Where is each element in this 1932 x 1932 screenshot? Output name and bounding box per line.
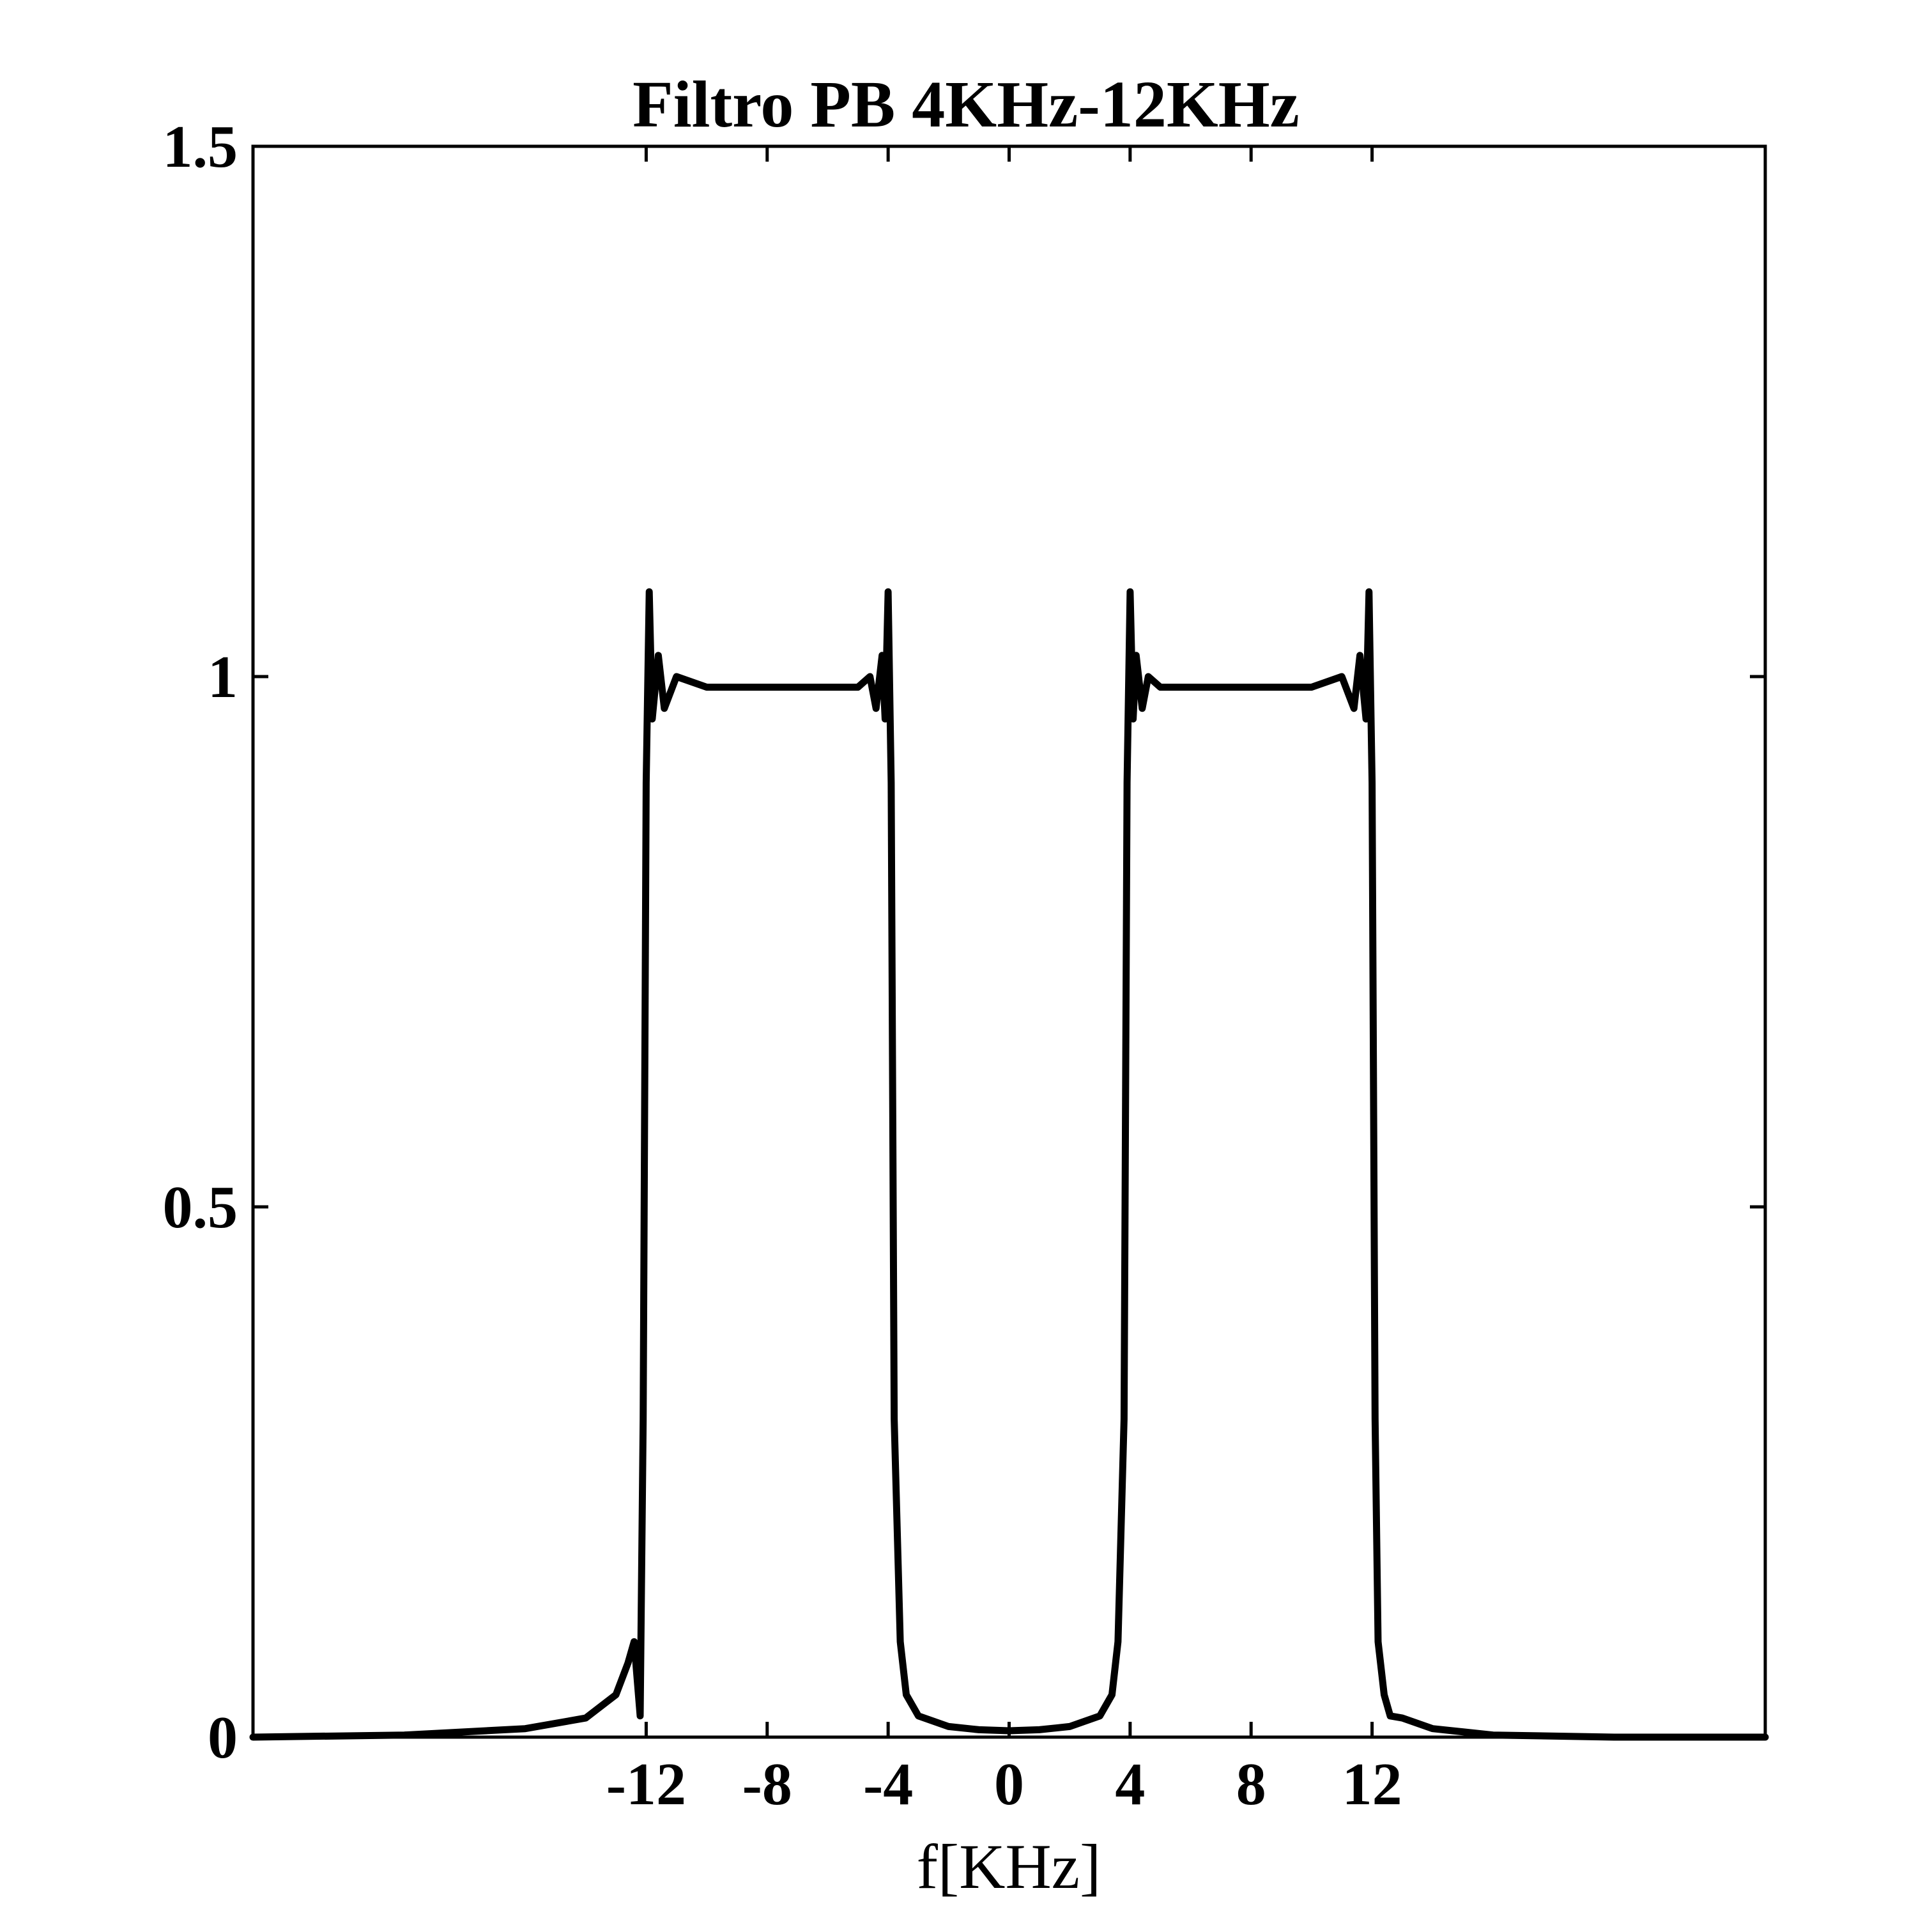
- x-tick-label: 4: [1115, 1751, 1145, 1818]
- x-tick-label: 8: [1236, 1751, 1266, 1818]
- chart-title: Filtro PB 4KHz-12KHz: [632, 68, 1300, 141]
- tick-labels: -12 -8 -4 0 4 8 12 0 0.5 1 1.5: [163, 114, 1402, 1818]
- x-tick-label: -12: [606, 1751, 686, 1818]
- plot-frame: [251, 144, 1767, 1739]
- x-tick-label: 12: [1342, 1751, 1402, 1818]
- x-tick-label: -4: [863, 1751, 913, 1818]
- y-tick-label: 1.5: [163, 114, 238, 180]
- axis-ticks: [253, 144, 1765, 1739]
- y-tick-label: 0.5: [163, 1174, 238, 1241]
- x-tick-label: -8: [742, 1751, 792, 1818]
- y-tick-label: 1: [208, 644, 238, 710]
- y-tick-label: 0: [208, 1705, 238, 1771]
- x-axis-label: f[KHz]: [917, 1831, 1101, 1902]
- series-line: [249, 588, 1769, 1741]
- x-tick-label: 0: [994, 1751, 1024, 1818]
- series-group: [249, 588, 1769, 1741]
